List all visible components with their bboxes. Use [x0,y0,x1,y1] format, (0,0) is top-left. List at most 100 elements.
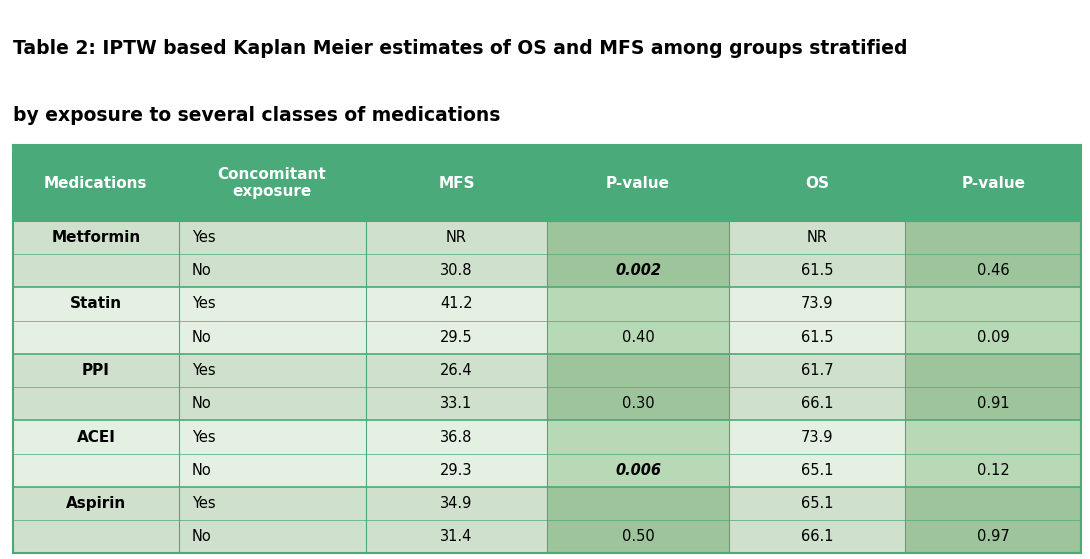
Text: P-value: P-value [961,176,1026,191]
Bar [179,321,365,354]
Text: MFS: MFS [438,176,474,191]
Text: 73.9: 73.9 [801,429,833,444]
Text: 41.2: 41.2 [440,296,473,311]
Bar [547,321,729,354]
Bar [729,321,905,354]
Text: ACEI: ACEI [76,429,116,444]
Text: Table 2: IPTW based Kaplan Meier estimates of OS and MFS among groups stratified: Table 2: IPTW based Kaplan Meier estimat… [13,39,908,58]
Text: 0.09: 0.09 [977,330,1009,345]
Text: 34.9: 34.9 [440,496,473,511]
Bar [365,287,547,321]
Bar [729,520,905,553]
Text: Yes: Yes [192,429,216,444]
Text: Yes: Yes [192,496,216,511]
Text: 0.40: 0.40 [621,330,654,345]
Bar [729,454,905,487]
Bar [365,387,547,420]
Bar [729,287,905,321]
Bar [179,520,365,553]
Bar [13,387,179,420]
Text: 0.50: 0.50 [621,529,654,544]
Bar [905,254,1081,287]
Bar [179,454,365,487]
Text: 0.97: 0.97 [977,529,1009,544]
Bar [13,454,179,487]
Text: Metformin: Metformin [51,230,141,245]
Text: 29.3: 29.3 [440,463,473,478]
Text: No: No [192,263,211,278]
Text: 66.1: 66.1 [801,529,833,544]
Text: 0.002: 0.002 [615,263,661,278]
Bar [547,420,729,454]
Text: NR: NR [807,230,827,245]
Bar [13,354,179,387]
Text: NR: NR [446,230,467,245]
Text: 65.1: 65.1 [801,463,833,478]
Bar [365,520,547,553]
Text: 33.1: 33.1 [440,396,472,411]
Text: 0.91: 0.91 [977,396,1009,411]
Bar [13,487,179,520]
Text: 0.30: 0.30 [621,396,654,411]
Bar [905,354,1081,387]
Bar [729,254,905,287]
Bar [365,454,547,487]
Bar [547,487,729,520]
Bar [905,520,1081,553]
Text: No: No [192,396,211,411]
Text: 0.12: 0.12 [977,463,1009,478]
Text: Yes: Yes [192,296,216,311]
Bar [905,287,1081,321]
Text: Statin: Statin [70,296,122,311]
Bar [729,387,905,420]
Text: Aspirin: Aspirin [65,496,126,511]
Text: 66.1: 66.1 [801,396,833,411]
Bar [13,520,179,553]
Bar [179,387,365,420]
Bar [365,420,547,454]
Bar [729,420,905,454]
Bar [905,221,1081,254]
Text: No: No [192,463,211,478]
Text: 26.4: 26.4 [440,363,473,378]
Bar [365,254,547,287]
Bar [547,454,729,487]
Bar [179,354,365,387]
Bar [13,321,179,354]
Text: Yes: Yes [192,230,216,245]
Text: 61.5: 61.5 [801,330,833,345]
Bar [179,420,365,454]
Bar [179,254,365,287]
Bar [905,321,1081,354]
Text: 73.9: 73.9 [801,296,833,311]
Text: 29.5: 29.5 [440,330,473,345]
Bar [905,387,1081,420]
Bar [547,254,729,287]
Bar [365,354,547,387]
Bar [547,387,729,420]
Bar [547,221,729,254]
Text: Concomitant
exposure: Concomitant exposure [218,167,327,200]
Bar [13,420,179,454]
Bar [729,221,905,254]
Text: 30.8: 30.8 [440,263,473,278]
Bar [905,454,1081,487]
Bar [729,487,905,520]
Text: PPI: PPI [82,363,110,378]
Bar [905,487,1081,520]
Bar [179,287,365,321]
Bar [13,254,179,287]
Text: P-value: P-value [606,176,670,191]
Text: 61.7: 61.7 [800,363,833,378]
Text: 65.1: 65.1 [801,496,833,511]
Bar [365,487,547,520]
Text: Yes: Yes [192,363,216,378]
Text: OS: OS [804,176,828,191]
Bar [729,354,905,387]
Text: 31.4: 31.4 [440,529,473,544]
Bar [13,221,179,254]
Bar [179,487,365,520]
Text: No: No [192,330,211,345]
Bar [547,520,729,553]
Text: 61.5: 61.5 [801,263,833,278]
